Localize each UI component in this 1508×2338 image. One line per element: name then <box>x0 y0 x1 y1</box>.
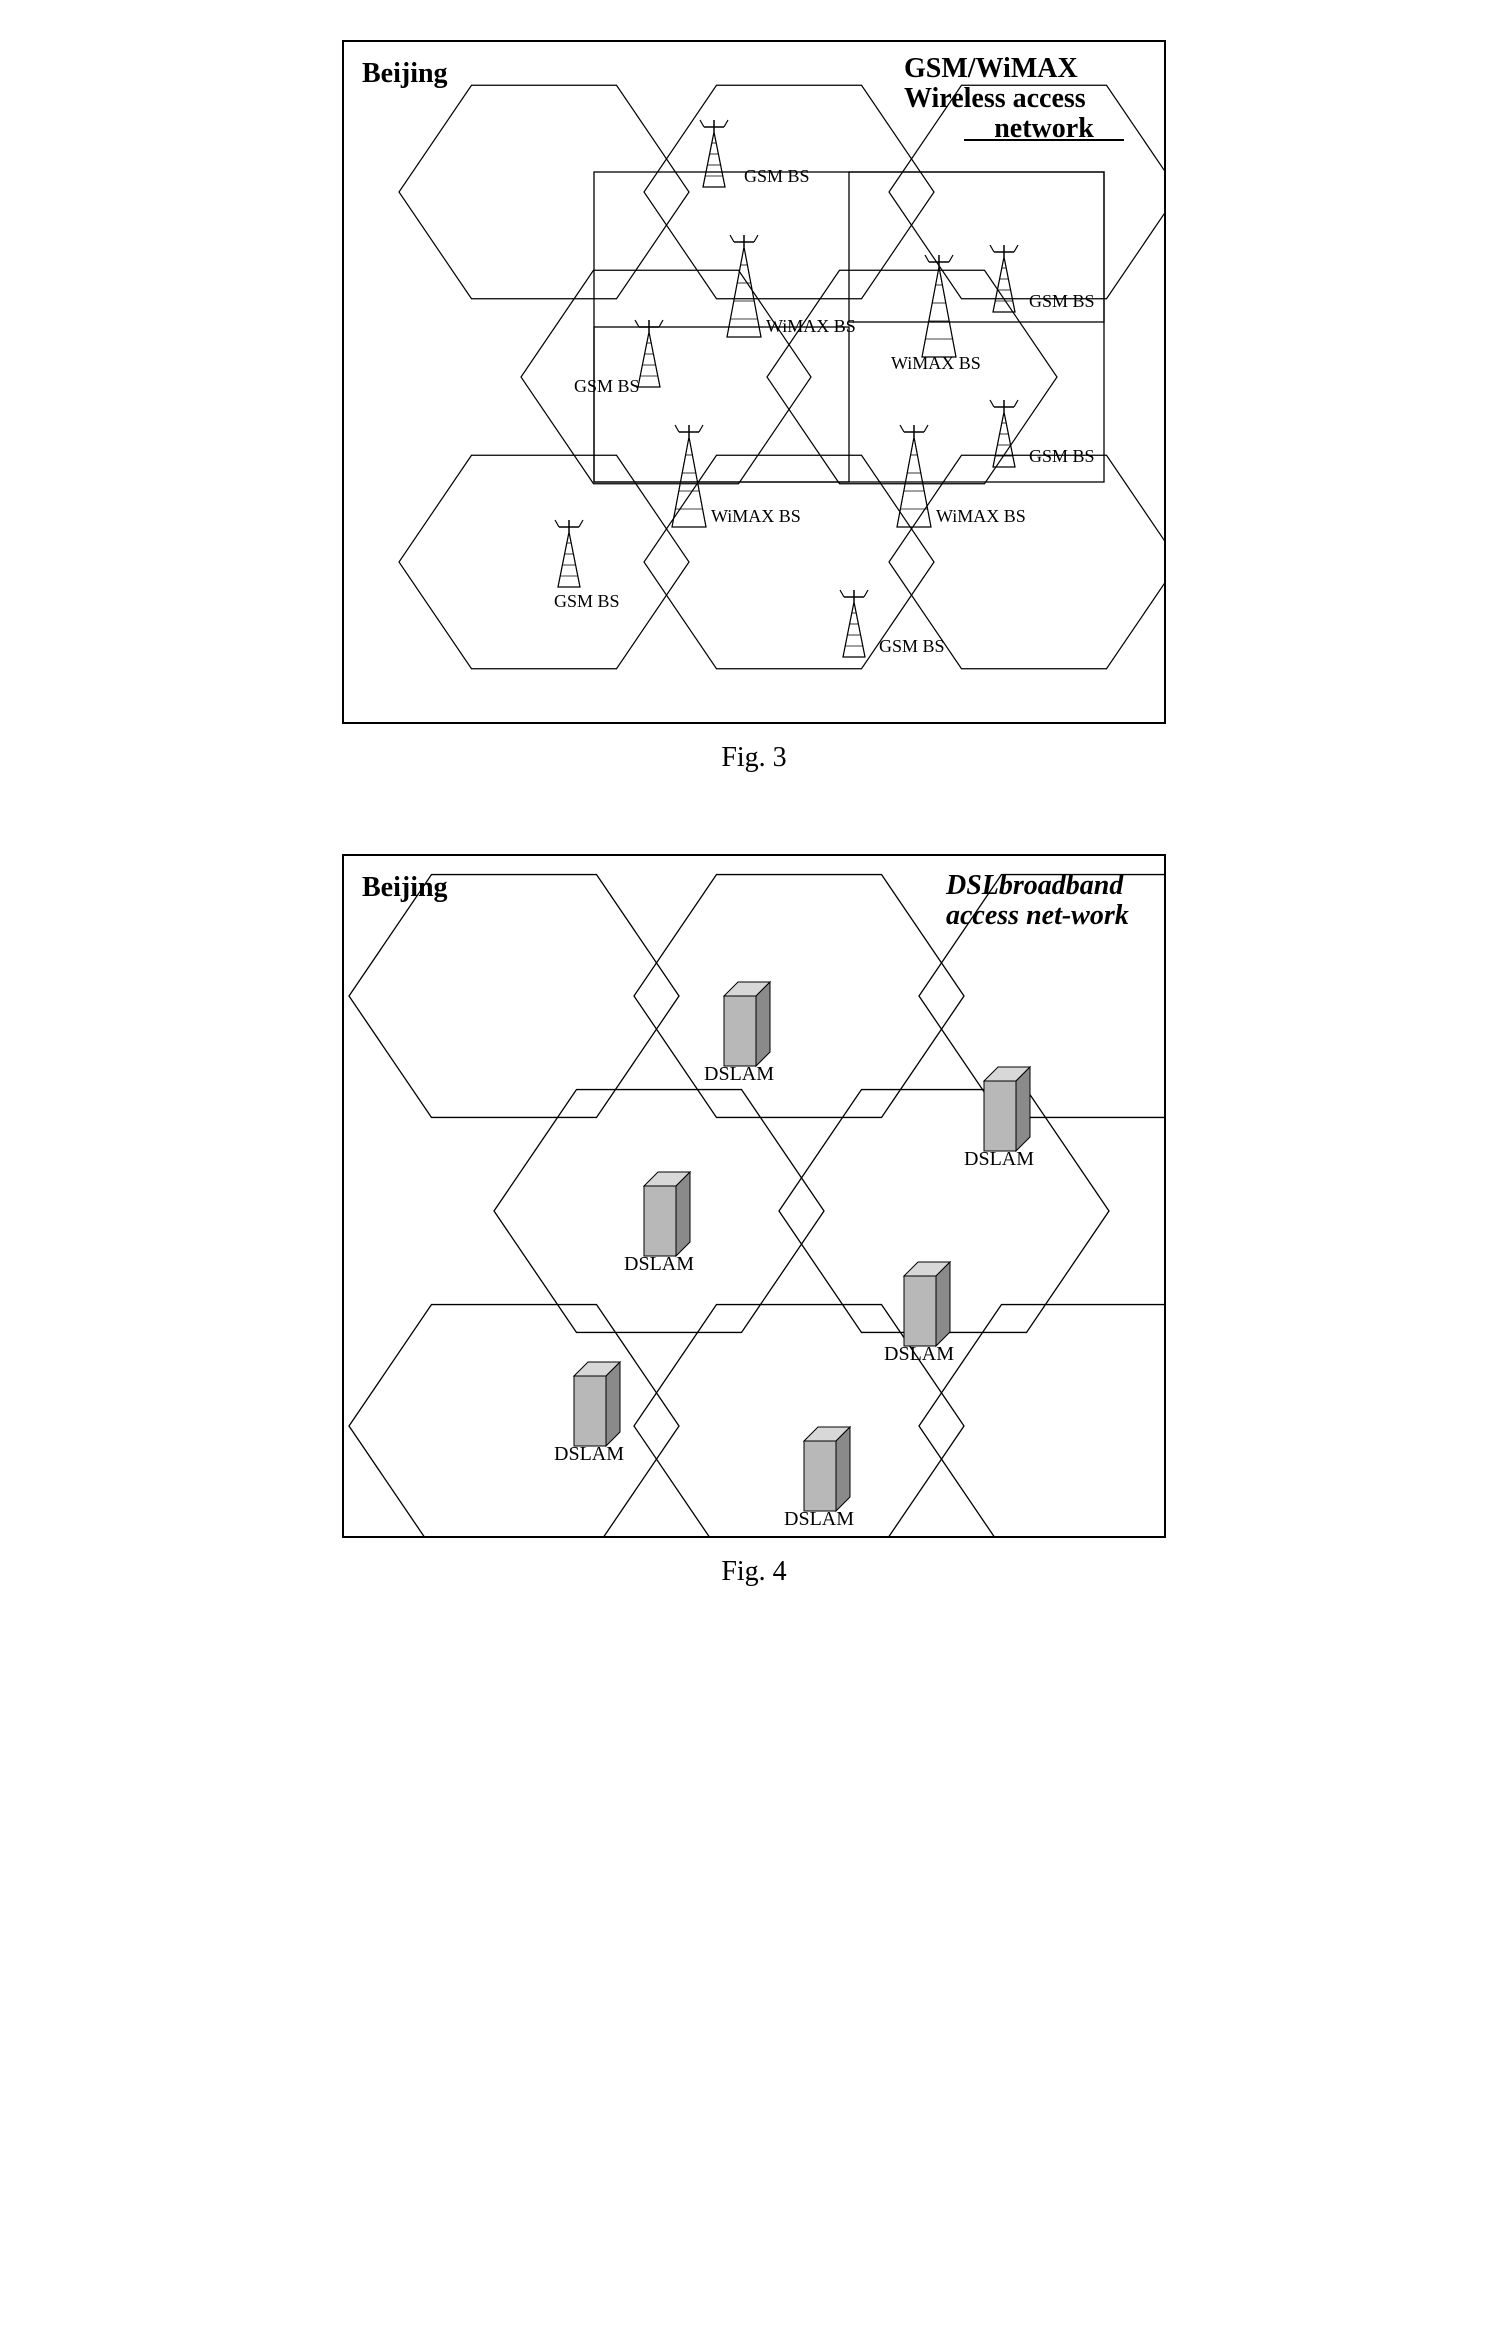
svg-text:WiMAX BS: WiMAX BS <box>936 506 1026 526</box>
svg-text:access net-work: access net-work <box>946 900 1129 931</box>
svg-text:WiMAX BS: WiMAX BS <box>711 506 801 526</box>
svg-text:GSM BS: GSM BS <box>574 376 640 396</box>
svg-text:GSM BS: GSM BS <box>879 636 945 656</box>
svg-text:GSM BS: GSM BS <box>554 591 620 611</box>
svg-text:GSM/WiMAX: GSM/WiMAX <box>904 53 1078 84</box>
svg-text:DSLAM: DSLAM <box>704 1063 774 1085</box>
figure-3: GSM BS GSM BS GSM BS GSM BS GSM BS GSM BS WiMA… <box>342 40 1166 774</box>
svg-text:Beijing: Beijing <box>362 58 448 89</box>
fig3-diagram-box: GSM BS GSM BS GSM BS GSM BS GSM BS GSM BS WiMA… <box>342 40 1166 724</box>
svg-text:DSLAM: DSLAM <box>884 1343 954 1365</box>
svg-text:WiMAX BS: WiMAX BS <box>891 353 981 373</box>
fig4-svg: DSLAM DSLAM DSLAM DSLAM DSLAM DSLAM Beijing DSL… <box>344 856 1164 1536</box>
svg-text:GSM BS: GSM BS <box>744 166 810 186</box>
figure-4: DSLAM DSLAM DSLAM DSLAM DSLAM DSLAM Beijing DSL… <box>342 854 1166 1588</box>
fig3-caption: Fig. 3 <box>721 742 786 774</box>
svg-text:Wireless access: Wireless access <box>904 83 1086 114</box>
svg-text:WiMAX BS: WiMAX BS <box>766 316 856 336</box>
fig4-diagram-box: DSLAM DSLAM DSLAM DSLAM DSLAM DSLAM Beijing DSL… <box>342 854 1166 1538</box>
fig3-svg: GSM BS GSM BS GSM BS GSM BS GSM BS GSM BS WiMA… <box>344 42 1164 722</box>
svg-text:DSLAM: DSLAM <box>964 1148 1034 1170</box>
svg-text:GSM BS: GSM BS <box>1029 291 1095 311</box>
svg-text:DSLbroadband: DSLbroadband <box>945 870 1124 901</box>
svg-text:DSLAM: DSLAM <box>784 1508 854 1530</box>
svg-text:DSLAM: DSLAM <box>624 1253 694 1275</box>
svg-text:DSLAM: DSLAM <box>554 1443 624 1465</box>
fig4-caption: Fig. 4 <box>721 1556 786 1588</box>
svg-text:GSM BS: GSM BS <box>1029 446 1095 466</box>
svg-text:Beijing: Beijing <box>362 872 448 903</box>
